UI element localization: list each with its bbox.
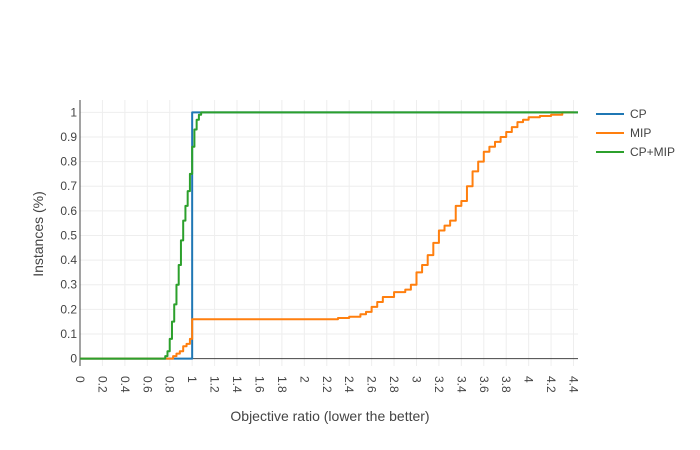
x-tick-label: 1.6 [252, 376, 266, 393]
x-tick-label: 4 [522, 376, 536, 383]
x-tick-label: 2 [297, 376, 311, 383]
x-tick-label: 1.2 [208, 376, 222, 393]
x-tick-label: 0.8 [163, 376, 177, 393]
x-tick-label: 1 [185, 376, 199, 383]
x-tick-label: 3 [409, 376, 423, 383]
series-line-cp-mip [80, 111, 578, 360]
y-tick-label: 1 [70, 105, 77, 119]
legend-label: CP [630, 107, 647, 121]
x-tick-label: 1.8 [275, 376, 289, 393]
y-tick-label: 0.5 [60, 228, 77, 242]
x-tick-label: 0.6 [140, 376, 154, 393]
x-tick-label: 1.4 [230, 376, 244, 393]
x-tick-label: 2.4 [342, 376, 356, 393]
legend-label: CP+MIP [630, 145, 675, 159]
x-tick-label: 0 [73, 376, 87, 383]
plot-area [80, 111, 578, 360]
legend-item[interactable]: MIP [596, 126, 651, 140]
x-axis-title: Objective ratio (lower the better) [230, 408, 429, 424]
legend-item[interactable]: CP+MIP [596, 145, 675, 159]
x-tick-label: 2.8 [387, 376, 401, 393]
x-tick-label: 3.6 [477, 376, 491, 393]
x-tick-label: 0.4 [118, 376, 132, 393]
x-tick-label: 0.2 [95, 376, 109, 393]
legend-item[interactable]: CP [596, 107, 647, 121]
legend[interactable]: CP MIP CP+MIP [596, 107, 675, 159]
y-tick-label: 0.6 [60, 204, 77, 218]
x-tick-label: 2.2 [320, 376, 334, 393]
y-tick-label: 0.2 [60, 302, 77, 316]
x-tick-label: 2.6 [365, 376, 379, 393]
legend-label: MIP [630, 126, 651, 140]
y-tick-label: 0.9 [60, 130, 77, 144]
y-axis-ticks: 0 0.1 0.2 0.3 0.4 0.5 0.6 0.7 0.8 0.9 1 [60, 105, 77, 365]
y-tick-label: 0.3 [60, 278, 77, 292]
x-tick-label: 4.2 [544, 376, 558, 393]
y-tick-label: 0.7 [60, 179, 77, 193]
y-axis-title: Instances (%) [30, 191, 46, 277]
x-tick-label: 3.4 [454, 376, 468, 393]
y-tick-label: 0.8 [60, 155, 77, 169]
x-axis-ticks: 0 0.2 0.4 0.6 0.8 1 1.2 1.4 1.6 1.8 2 2.2 2.4 2.6 2.8 3… [73, 376, 581, 393]
y-tick-label: 0 [70, 352, 77, 366]
y-tick-label: 0.4 [60, 253, 77, 267]
x-tick-label: 3.8 [499, 376, 513, 393]
zero-line [79, 100, 578, 366]
grid [80, 100, 578, 366]
series-line-mip [80, 111, 574, 360]
y-tick-label: 0.1 [60, 327, 77, 341]
x-tick-label: 3.2 [432, 376, 446, 393]
x-tick-label: 4.4 [567, 376, 581, 393]
